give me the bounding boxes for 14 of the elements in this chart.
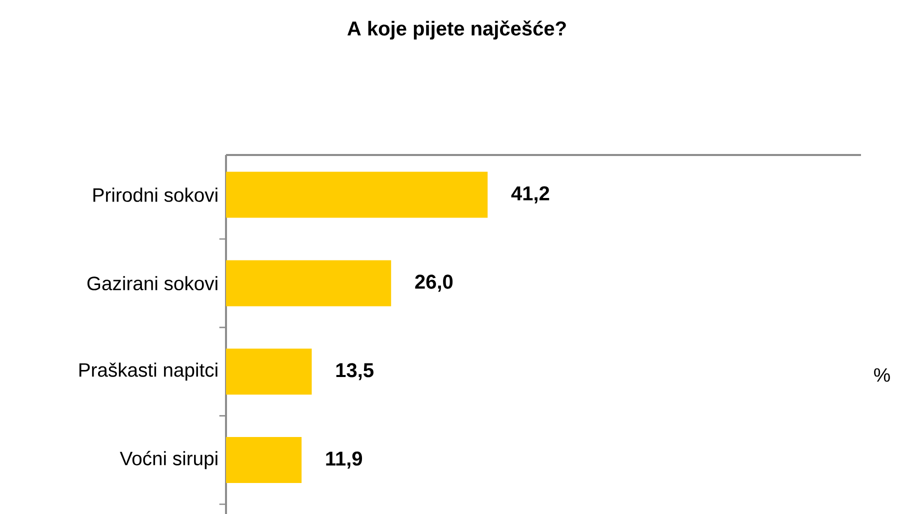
bar <box>226 437 302 484</box>
y-tick-label: Prirodni sokovi <box>93 188 218 202</box>
y-tick-label: Voćni sirupi <box>120 450 218 470</box>
data-label: 13,5 <box>336 363 374 380</box>
y-tick-label: Gazirani sokovi <box>87 276 218 290</box>
data-label: 26,0 <box>415 274 453 292</box>
y-tick-label: Praškasti napitci <box>79 362 218 381</box>
text: % <box>874 368 890 382</box>
bar <box>226 348 312 395</box>
data-label: 11,9 <box>326 452 362 469</box>
chart-title: A koje pijete najčešće? <box>347 20 566 40</box>
bar <box>226 260 392 306</box>
bar <box>226 172 488 218</box>
data-label: 41,2 <box>511 186 550 204</box>
